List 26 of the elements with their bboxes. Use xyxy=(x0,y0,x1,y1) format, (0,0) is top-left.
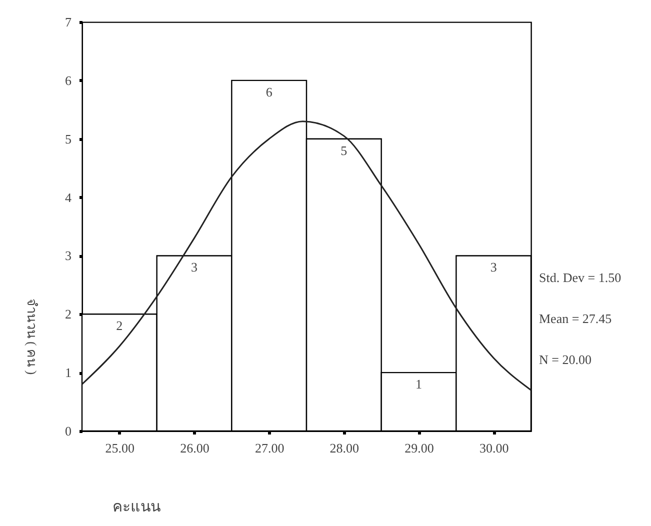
x-tick-label: 28.00 xyxy=(330,440,360,456)
text: N = 20.00 xyxy=(539,352,592,367)
x-tick-label: 25.00 xyxy=(105,440,135,456)
data-label: 5 xyxy=(340,142,348,158)
x-tick-label: 26.00 xyxy=(180,440,210,456)
x-tick-label: 30.00 xyxy=(479,440,509,456)
data-label: 2 xyxy=(116,318,123,334)
text: Mean = 27.45 xyxy=(539,311,612,326)
y-axis-title: จำนวน ( คน ) xyxy=(24,298,40,375)
x-axis-title: คะแนน xyxy=(112,500,160,516)
data-label: 6 xyxy=(266,84,273,100)
line-series xyxy=(81,120,532,391)
y-tick-label: 2 xyxy=(65,306,72,322)
data-label: 1 xyxy=(416,376,422,392)
y-tick-label: 7 xyxy=(65,14,72,30)
data-label: 3 xyxy=(490,260,497,275)
x-tick-label: 29.00 xyxy=(404,440,434,456)
data-label: 3 xyxy=(191,260,198,275)
text: Std. Dev = 1.50 xyxy=(539,270,622,285)
y-tick-label: 0 xyxy=(65,424,72,438)
y-tick-label: 4 xyxy=(65,190,72,205)
y-tick-label: 1 xyxy=(65,365,72,380)
y-tick-label: 5 xyxy=(65,131,72,146)
x-tick-label: 27.00 xyxy=(254,440,284,456)
y-tick-label: 6 xyxy=(65,72,72,88)
y-tick-label: 3 xyxy=(65,248,72,264)
